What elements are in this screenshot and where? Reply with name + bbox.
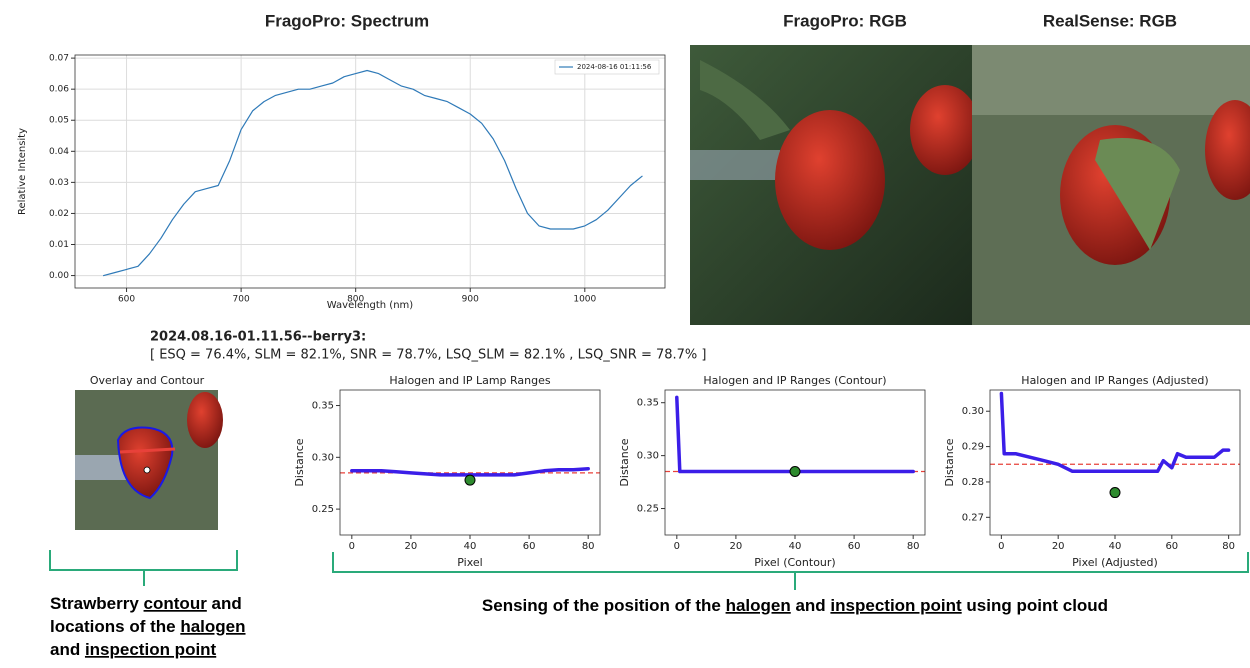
y-tick-label: 0.04: [49, 147, 69, 157]
plot-frame: [664, 389, 926, 536]
data-line: [675, 395, 915, 474]
caption-line: Sensing of the position of the halogen a…: [482, 596, 1108, 615]
x-tick-label: 40: [464, 541, 477, 552]
data-line: [999, 391, 1231, 474]
y-tick-label: 0.06: [49, 85, 69, 95]
x-tick-label: 600: [118, 295, 135, 305]
caption-text: using point cloud: [962, 596, 1108, 615]
caption-line: locations of the halogen: [50, 617, 246, 636]
caption-text: and: [791, 596, 831, 615]
overlay-image: [75, 390, 223, 530]
x-axis-label: Pixel (Contour): [754, 556, 835, 569]
x-tick-label: 700: [233, 295, 250, 305]
data-line: [350, 466, 590, 477]
y-tick-label: 0.00: [49, 271, 69, 281]
x-tick-label: 0: [998, 541, 1004, 552]
y-axis-label: Distance: [618, 438, 631, 486]
x-axis-label: Pixel (Adjusted): [1072, 556, 1158, 569]
inspection-point: [1109, 487, 1121, 499]
caption-right: Sensing of the position of the halogen a…: [482, 596, 1108, 615]
y-tick-label: 0.35: [312, 401, 334, 412]
caption-emphasis: halogen: [180, 617, 245, 636]
y-tick-label: 0.25: [637, 504, 659, 515]
panel-header: RealSense: RGB: [1043, 11, 1177, 30]
y-tick-label: 0.29: [962, 442, 984, 453]
chart-title: Halogen and IP Lamp Ranges: [389, 374, 551, 387]
y-tick-label: 0.07: [49, 54, 69, 64]
chart-title: Halogen and IP Ranges (Contour): [703, 374, 886, 387]
record-metrics: [ ESQ = 76.4%, SLM = 82.1%, SNR = 78.7%,…: [150, 348, 706, 363]
y-tick-label: 0.02: [49, 209, 69, 219]
y-axis-label: Distance: [943, 438, 956, 486]
data-line: [103, 69, 643, 277]
caption-text: locations of the: [50, 617, 180, 636]
caption-left: Strawberry contour and locations of the h…: [50, 594, 246, 659]
caption-emphasis: contour: [144, 594, 208, 613]
caption-text: Sensing of the position of the: [482, 596, 726, 615]
inspection-point: [789, 465, 801, 477]
y-tick-label: 0.05: [49, 116, 69, 126]
y-tick-label: 0.30: [962, 406, 984, 417]
x-tick-label: 0: [674, 541, 680, 552]
x-tick-label: 900: [462, 295, 479, 305]
x-tick-label: 40: [1109, 541, 1122, 552]
x-tick-label: 40: [789, 541, 802, 552]
x-tick-label: 60: [848, 541, 861, 552]
overlay-title: Overlay and Contour: [90, 374, 205, 387]
caption-emphasis: inspection point: [85, 640, 217, 659]
x-tick-label: 80: [1222, 541, 1235, 552]
x-tick-label: 0: [349, 541, 355, 552]
y-tick-label: 0.25: [312, 504, 334, 515]
plot-frame: [989, 389, 1241, 536]
record-id: 2024.08.16-01.11.56--berry3:: [150, 330, 366, 345]
y-tick-label: 0.28: [962, 477, 984, 488]
plot-frame: [339, 389, 601, 536]
plot-frame: [74, 54, 666, 289]
x-tick-label: 20: [730, 541, 743, 552]
y-tick-label: 0.03: [49, 178, 69, 188]
x-tick-label: 80: [907, 541, 920, 552]
fragopro-photo: [690, 45, 980, 325]
x-tick-label: 20: [1052, 541, 1065, 552]
chart-title: Halogen and IP Ranges (Adjusted): [1021, 374, 1208, 387]
panel-header: FragoPro: Spectrum: [265, 11, 429, 30]
x-tick-label: 800: [347, 295, 364, 305]
x-tick-label: 20: [405, 541, 418, 552]
x-tick-label: 80: [582, 541, 595, 552]
inspection-point: [464, 474, 476, 486]
y-tick-label: 0.01: [49, 240, 69, 250]
y-tick-label: 0.35: [637, 398, 659, 409]
y-axis-label: Distance: [293, 438, 306, 486]
realsense-photo: [972, 45, 1250, 325]
caption-text: Strawberry: [50, 594, 144, 613]
x-tick-label: 60: [523, 541, 536, 552]
y-tick-label: 0.30: [637, 451, 659, 462]
y-tick-label: 0.27: [962, 512, 984, 523]
x-axis-label: Pixel: [457, 556, 482, 569]
caption-line: and inspection point: [50, 640, 217, 659]
caption-line: Strawberry contour and: [50, 594, 242, 613]
caption-emphasis: halogen: [726, 596, 791, 615]
panel-header: FragoPro: RGB: [783, 11, 907, 30]
x-tick-label: 1000: [573, 295, 596, 305]
bracket: [49, 550, 1249, 590]
caption-text: and: [207, 594, 242, 613]
x-axis-label: Wavelength (nm): [327, 300, 413, 311]
caption-emphasis: inspection point: [830, 596, 962, 615]
y-tick-label: 0.30: [312, 452, 334, 463]
y-axis-label: Relative Intensity: [17, 128, 28, 215]
legend-label: 2024-08-16 01:11:56: [577, 63, 652, 71]
x-tick-label: 60: [1165, 541, 1178, 552]
legend-box: [554, 59, 660, 75]
caption-text: and: [50, 640, 85, 659]
